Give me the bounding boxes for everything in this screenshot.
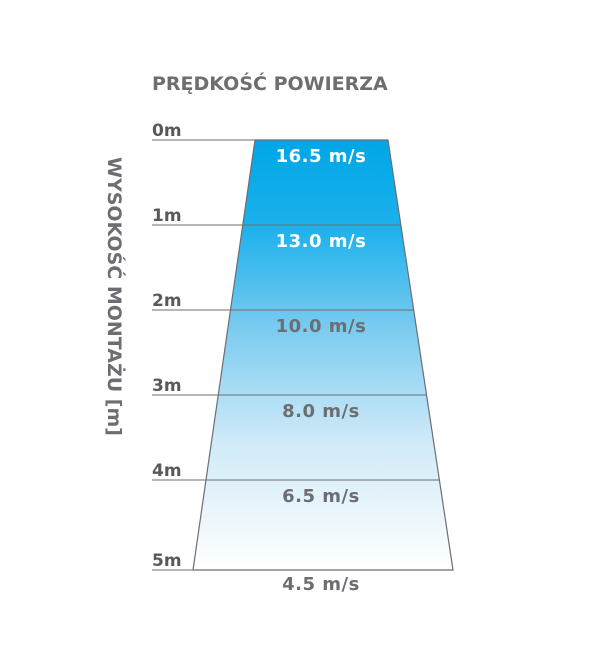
speed-label-4: 6.5 m/s xyxy=(282,486,360,507)
speed-label-3: 8.0 m/s xyxy=(282,401,360,422)
speed-label-2: 10.0 m/s xyxy=(276,316,367,337)
diagram-title: PRĘDKOŚĆ POWIERZA xyxy=(152,71,388,95)
height-label-0: 0m xyxy=(152,121,182,141)
height-label-4: 4m xyxy=(152,461,182,481)
height-label-3: 3m xyxy=(152,376,182,396)
height-label-2: 2m xyxy=(152,291,182,311)
height-rows: 0m 1m 2m 3m 4m 5m 16.5 m/s 13.0 m/s 10.0 m/s 8.0 … xyxy=(152,121,440,595)
speed-label-1: 13.0 m/s xyxy=(276,231,367,252)
speed-label-0: 16.5 m/s xyxy=(276,146,367,167)
height-label-1: 1m xyxy=(152,206,182,226)
height-label-5: 5m xyxy=(152,551,182,571)
axis-title: WYSOKOŚĆ MONTAŻU [m] xyxy=(103,157,127,436)
speed-label-5: 4.5 m/s xyxy=(282,574,360,595)
